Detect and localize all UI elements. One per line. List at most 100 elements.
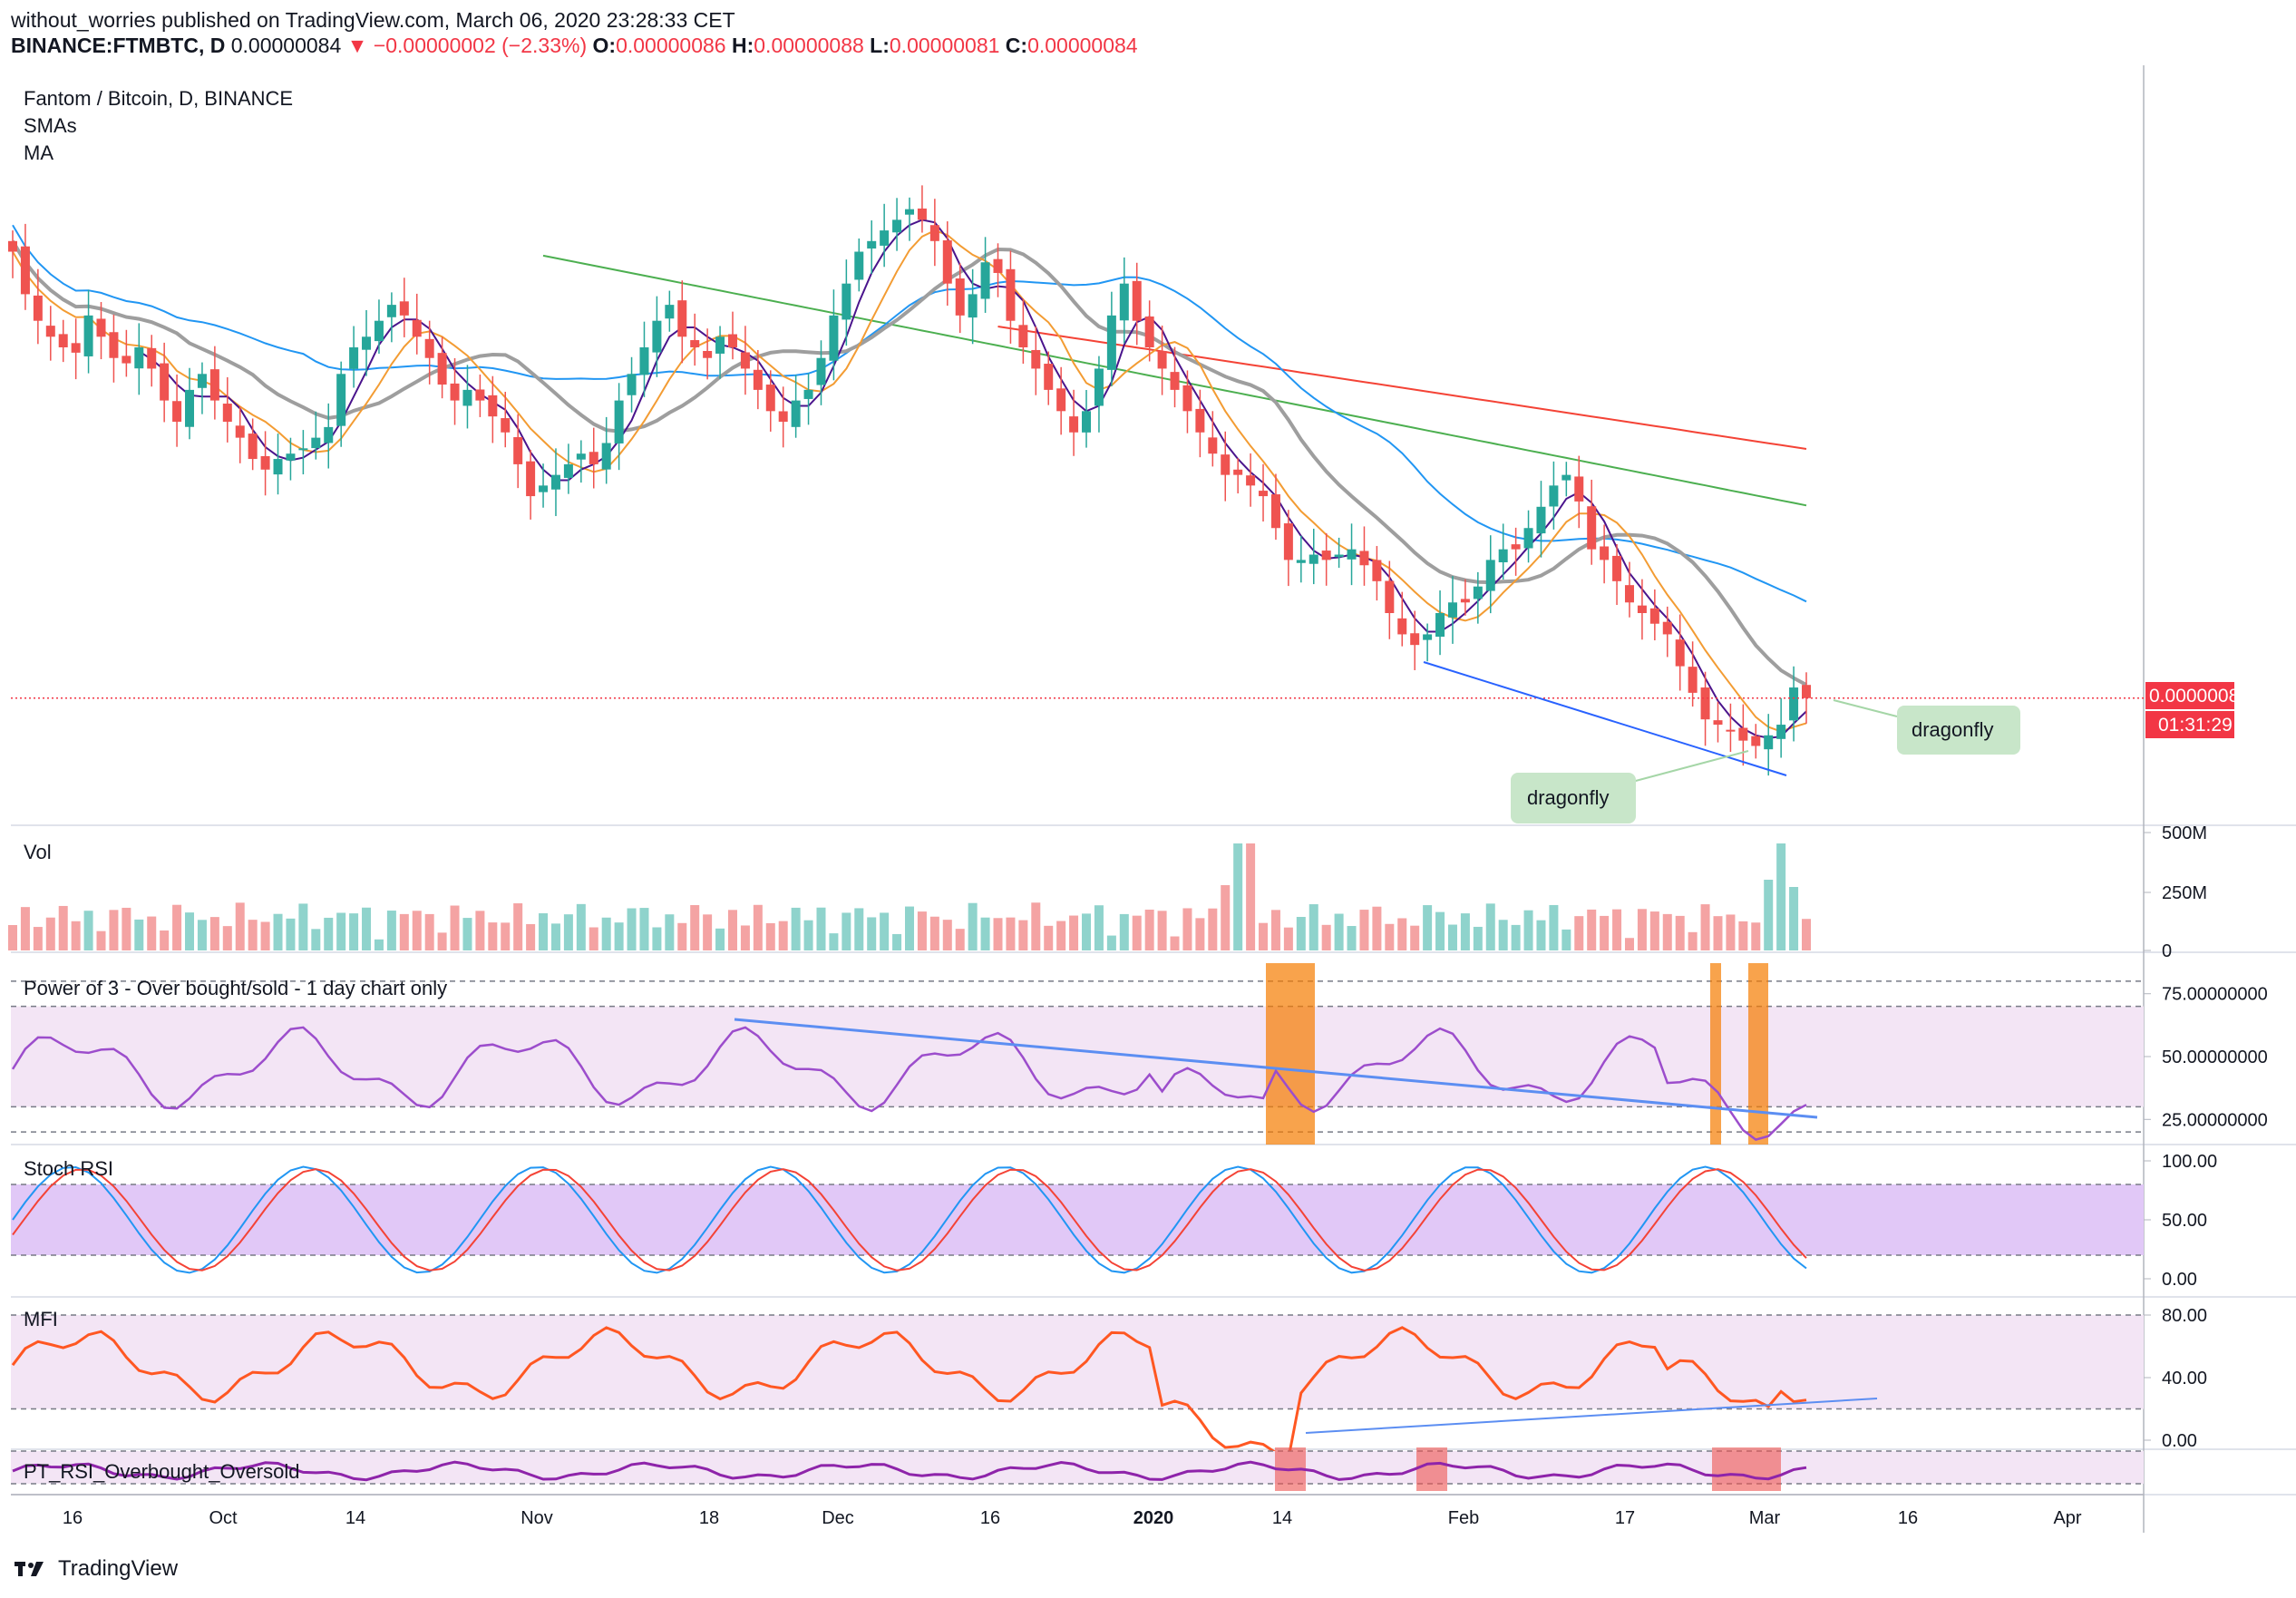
candle (1726, 729, 1736, 732)
close-value: 0.00000084 (1027, 34, 1138, 57)
candle (513, 437, 523, 464)
candle (8, 240, 17, 252)
volume-bar (563, 914, 573, 950)
volume-bar (71, 921, 81, 950)
candle (362, 336, 372, 350)
volume-bar (829, 933, 839, 950)
volume-bar (134, 919, 144, 950)
volume-bar (993, 918, 1003, 950)
time-tick-label: Apr (2053, 1508, 2081, 1528)
volume-bar (539, 913, 549, 950)
candle (33, 295, 43, 321)
volume-bar (576, 903, 586, 950)
candle (727, 334, 737, 347)
oversold-highlight (1266, 963, 1315, 1145)
volume-bar (1082, 913, 1092, 950)
stoch-band (11, 1184, 2144, 1255)
candle (1612, 555, 1622, 581)
volume-bar (715, 928, 725, 950)
volume-bar (1359, 910, 1369, 950)
volume-bar (1713, 916, 1723, 950)
candle (665, 305, 675, 319)
candle (1334, 554, 1344, 558)
volume-bar (424, 913, 434, 950)
annotation-dragonfly-2[interactable]: dragonfly (1511, 750, 1749, 823)
countdown-badge (2145, 711, 2234, 738)
volume-bar (1246, 843, 1256, 950)
candle (1447, 602, 1457, 618)
volume-bar (8, 925, 17, 950)
candle (1385, 580, 1395, 613)
candle (96, 318, 106, 337)
candle (1259, 491, 1269, 497)
legend-title: Fantom / Bitcoin, D, BINANCE (24, 87, 293, 110)
candle (1018, 325, 1028, 347)
volume-bar (880, 912, 890, 950)
volume-bar (1536, 920, 1546, 950)
volume-bar (803, 920, 813, 950)
candle (1802, 685, 1811, 698)
candle (778, 411, 788, 423)
volume-bar (1347, 926, 1357, 950)
candle (450, 383, 460, 401)
time-tick-label: 14 (1272, 1508, 1292, 1528)
volume-bar (690, 904, 700, 950)
candle (1233, 469, 1243, 475)
candle (374, 320, 384, 342)
candle (816, 357, 826, 385)
volume-bar (1233, 843, 1243, 950)
countdown-value: 01:31:29 (2158, 715, 2233, 736)
sma-200-line (997, 326, 1807, 450)
volume-bar (109, 910, 119, 950)
volume-bar (298, 903, 308, 950)
candle (740, 352, 750, 369)
volume-bar (197, 920, 207, 950)
indicator-tick-label: 100.00 (2162, 1152, 2217, 1172)
candle (1006, 268, 1016, 321)
volume-bar (462, 918, 472, 950)
volume-bar (1587, 909, 1597, 950)
candle (715, 336, 725, 354)
candle (437, 353, 447, 385)
mfi-title: MFI (24, 1308, 58, 1330)
volume-bar (1132, 915, 1142, 950)
volume-bar (1385, 923, 1395, 950)
volume-bar (727, 910, 737, 950)
chart-canvas[interactable]: Fantom / Bitcoin, D, BINANCE SMAs MA 0.0… (0, 0, 2296, 1551)
volume-bar (740, 925, 750, 950)
volume-bar (83, 911, 93, 950)
volume-bar (753, 904, 763, 950)
candle (1511, 544, 1521, 550)
volume-bar (1056, 921, 1066, 950)
candle (614, 400, 624, 443)
volume-bar (1334, 913, 1344, 950)
candle (475, 389, 485, 401)
stoch-title: Stoch RSI (24, 1157, 113, 1180)
candle (639, 347, 649, 375)
volume-bar (1764, 880, 1774, 950)
candle (209, 369, 219, 401)
candle (399, 301, 409, 316)
volume-bar (33, 927, 43, 950)
volume-bar (639, 908, 649, 950)
candle (1561, 474, 1571, 481)
volume-bar (980, 917, 990, 950)
candle (1688, 667, 1698, 693)
candle (1435, 613, 1445, 638)
volume-bar (665, 914, 675, 950)
candle (1246, 475, 1256, 486)
volume-bar (1738, 921, 1748, 950)
time-tick-label: Mar (1749, 1508, 1781, 1528)
pt-rsi-plot (11, 1447, 2144, 1491)
candle (563, 463, 573, 478)
volume-bar (1119, 913, 1129, 950)
volume-bar (1170, 936, 1180, 950)
volume-bar (1498, 920, 1508, 950)
stoch-rsi-plot (11, 1165, 2144, 1274)
mfi-plot (11, 1314, 2144, 1461)
annotation-dragonfly-1[interactable]: dragonfly (1833, 699, 2020, 755)
candle (576, 453, 586, 460)
volume-bar (1296, 917, 1306, 950)
candle (867, 240, 877, 249)
volume-bar (791, 907, 801, 950)
